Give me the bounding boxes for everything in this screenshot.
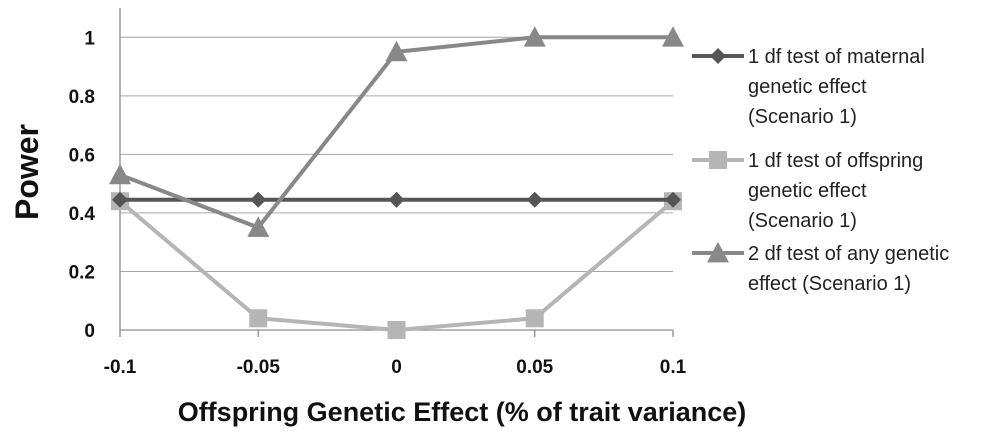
x-tick-label: 0 bbox=[391, 357, 402, 378]
legend-label: 2 df test of any genetic bbox=[748, 243, 949, 265]
y-tick-label: 0.4 bbox=[69, 204, 96, 225]
legend-marker bbox=[707, 242, 729, 263]
series-layer bbox=[109, 26, 684, 339]
y-tick-label: 0.8 bbox=[69, 87, 95, 108]
y-axis-ticks: 0 0.2 0.4 0.6 0.8 1 bbox=[69, 28, 96, 342]
legend-label: genetic effect bbox=[748, 76, 867, 98]
legend-label: effect (Scenario 1) bbox=[748, 273, 911, 295]
data-point bbox=[387, 321, 406, 339]
data-point bbox=[112, 191, 128, 208]
legend-entry-2: 1 df test of offspring genetic effect (Sce… bbox=[692, 150, 923, 232]
data-point bbox=[662, 26, 684, 47]
legend-marker bbox=[709, 151, 727, 169]
y-axis-title: Power bbox=[9, 124, 45, 220]
legend-label: 1 df test of maternal bbox=[748, 46, 925, 68]
data-point bbox=[526, 191, 543, 208]
legend-marker bbox=[710, 48, 726, 64]
legend-label: genetic effect bbox=[748, 180, 867, 202]
legend-entry-3: 2 df test of any genetic effect (Scenario… bbox=[692, 242, 949, 295]
y-tick-label: 0 bbox=[84, 321, 95, 342]
gridlines bbox=[120, 36, 673, 272]
y-tick-label: 0.6 bbox=[69, 145, 95, 166]
data-point bbox=[385, 40, 408, 62]
x-axis-title: Offspring Genetic Effect (% of trait var… bbox=[178, 397, 747, 427]
data-point bbox=[525, 309, 544, 328]
x-tick-label: 0.05 bbox=[516, 357, 553, 378]
legend-entry-1: 1 df test of maternal genetic effect (Scen… bbox=[692, 46, 925, 128]
legend-label: 1 df test of offspring bbox=[748, 150, 923, 172]
legend: 1 df test of maternal genetic effect (Scen… bbox=[692, 46, 949, 295]
data-point bbox=[388, 191, 405, 208]
series-2 bbox=[111, 192, 682, 339]
series-1 bbox=[112, 191, 681, 208]
series-line bbox=[118, 199, 675, 332]
data-point bbox=[523, 26, 546, 47]
x-tick-label: -0.1 bbox=[104, 357, 137, 378]
x-axis-ticks: -0.1 -0.05 0 0.05 0.1 bbox=[104, 357, 687, 378]
data-point bbox=[665, 191, 681, 208]
series-3 bbox=[109, 26, 684, 237]
data-point bbox=[250, 191, 267, 208]
legend-label: (Scenario 1) bbox=[748, 210, 857, 232]
data-point bbox=[247, 216, 270, 237]
data-point bbox=[109, 163, 131, 185]
x-tick-label: -0.05 bbox=[237, 357, 281, 378]
legend-label: (Scenario 1) bbox=[748, 106, 857, 128]
data-point bbox=[249, 309, 268, 328]
x-tick-label: 0.1 bbox=[660, 357, 687, 378]
y-tick-label: 0.2 bbox=[69, 262, 95, 283]
y-tick-label: 1 bbox=[84, 28, 95, 49]
